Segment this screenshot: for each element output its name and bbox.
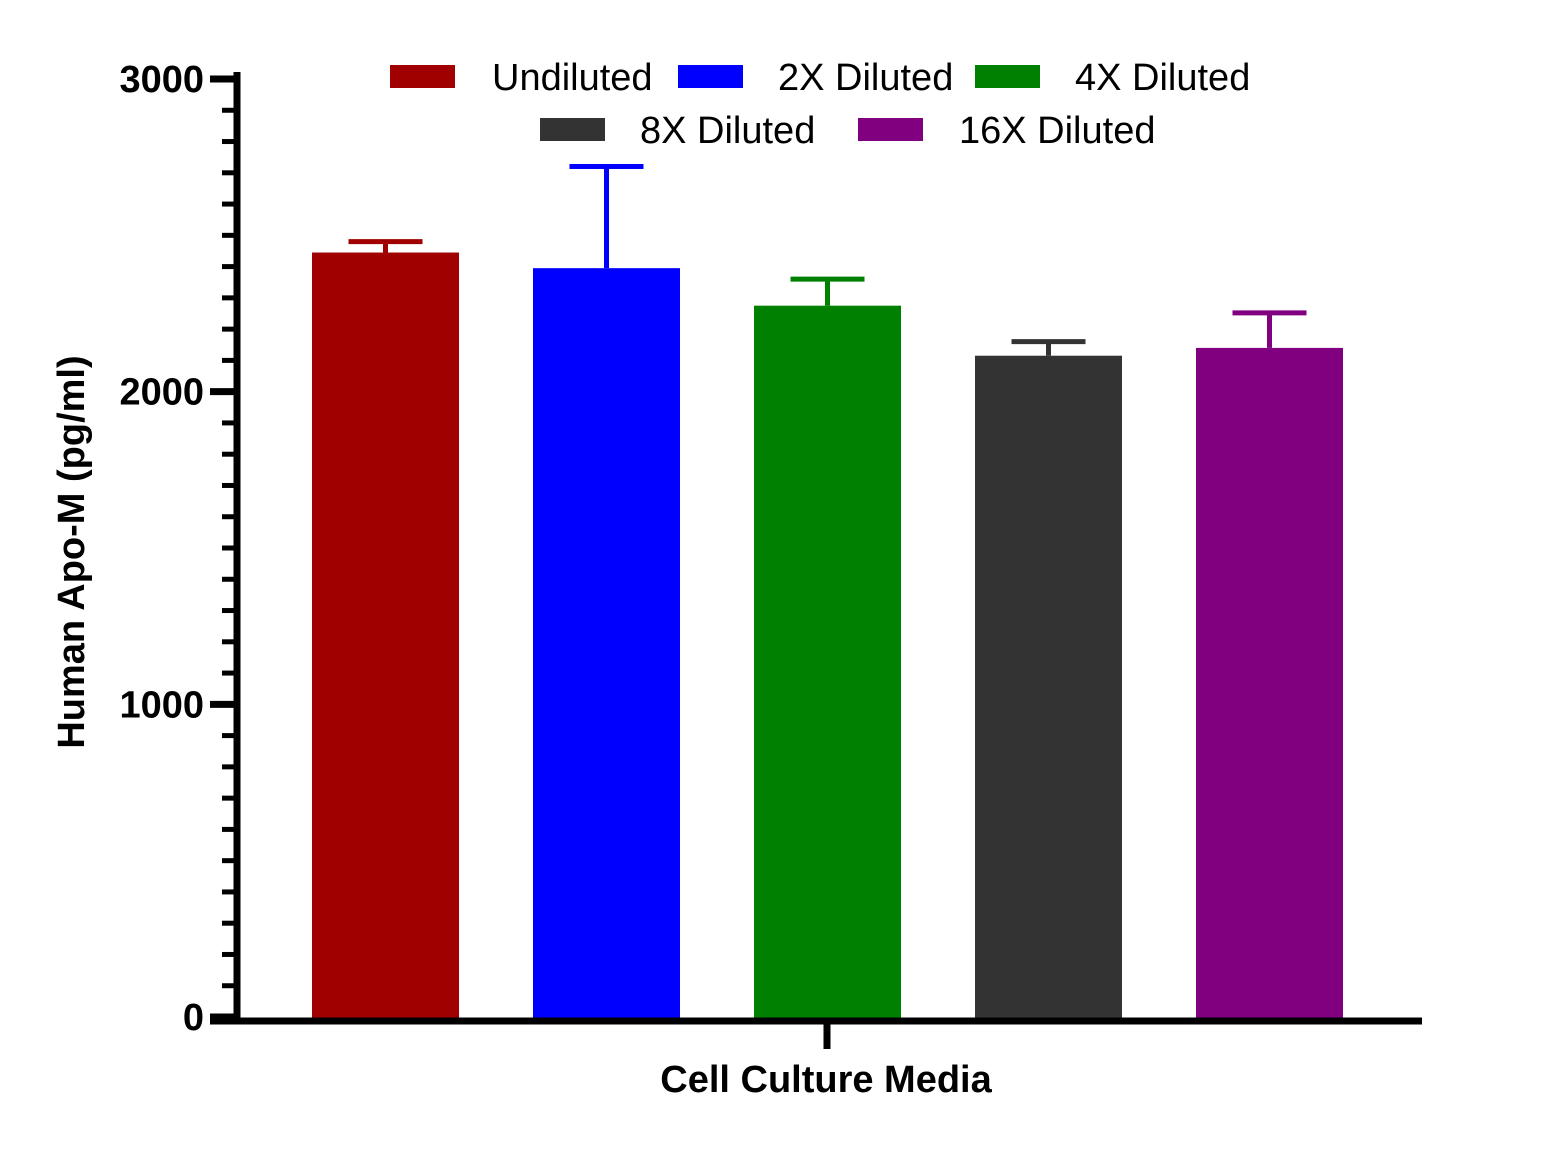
legend-swatch xyxy=(390,65,455,88)
legend-item-undiluted: Undiluted xyxy=(390,57,653,99)
error-bar-undiluted xyxy=(348,239,423,253)
legend-item-4x-diluted: 4X Diluted xyxy=(975,57,1250,99)
legend-swatch xyxy=(858,118,923,141)
legend-item-16x-diluted: 16X Diluted xyxy=(858,110,1155,152)
legend-label: 4X Diluted xyxy=(1075,57,1250,99)
legend-swatch xyxy=(678,65,743,88)
legend-label: 2X Diluted xyxy=(778,57,953,99)
bar-undiluted xyxy=(312,252,459,1019)
legend-swatch xyxy=(975,65,1040,88)
bar-2x-diluted xyxy=(533,268,680,1019)
y-tick-label: 3000 xyxy=(119,59,204,101)
bar-16x-diluted xyxy=(1196,347,1343,1020)
error-bar-2x-diluted xyxy=(569,164,644,269)
y-tick-label: 0 xyxy=(183,997,204,1039)
error-bars-layer xyxy=(348,164,1307,356)
error-bar-4x-diluted xyxy=(790,276,865,306)
legend-swatch xyxy=(540,118,605,141)
legend-label: 8X Diluted xyxy=(640,110,815,152)
x-axis-title: Cell Culture Media xyxy=(660,1059,992,1101)
y-ticks-layer: 0 1000 2000 3000 xyxy=(119,59,237,1039)
y-tick-label: 1000 xyxy=(119,684,204,726)
y-tick-label: 2000 xyxy=(119,372,204,414)
error-bar-16x-diluted xyxy=(1232,310,1307,348)
bar-4x-diluted xyxy=(754,305,901,1019)
bar-8x-diluted xyxy=(975,355,1122,1020)
legend-item-8x-diluted: 8X Diluted xyxy=(540,110,815,152)
bars-layer xyxy=(312,252,1343,1020)
legend-label: Undiluted xyxy=(492,57,653,99)
legend: Undiluted 2X Diluted 4X Diluted 8X Diluted 1… xyxy=(390,57,1250,152)
error-bar-8x-diluted xyxy=(1011,339,1086,356)
legend-item-2x-diluted: 2X Diluted xyxy=(678,57,953,99)
legend-label: 16X Diluted xyxy=(959,110,1155,152)
y-axis-title: Human Apo-M (pg/ml) xyxy=(51,355,93,748)
